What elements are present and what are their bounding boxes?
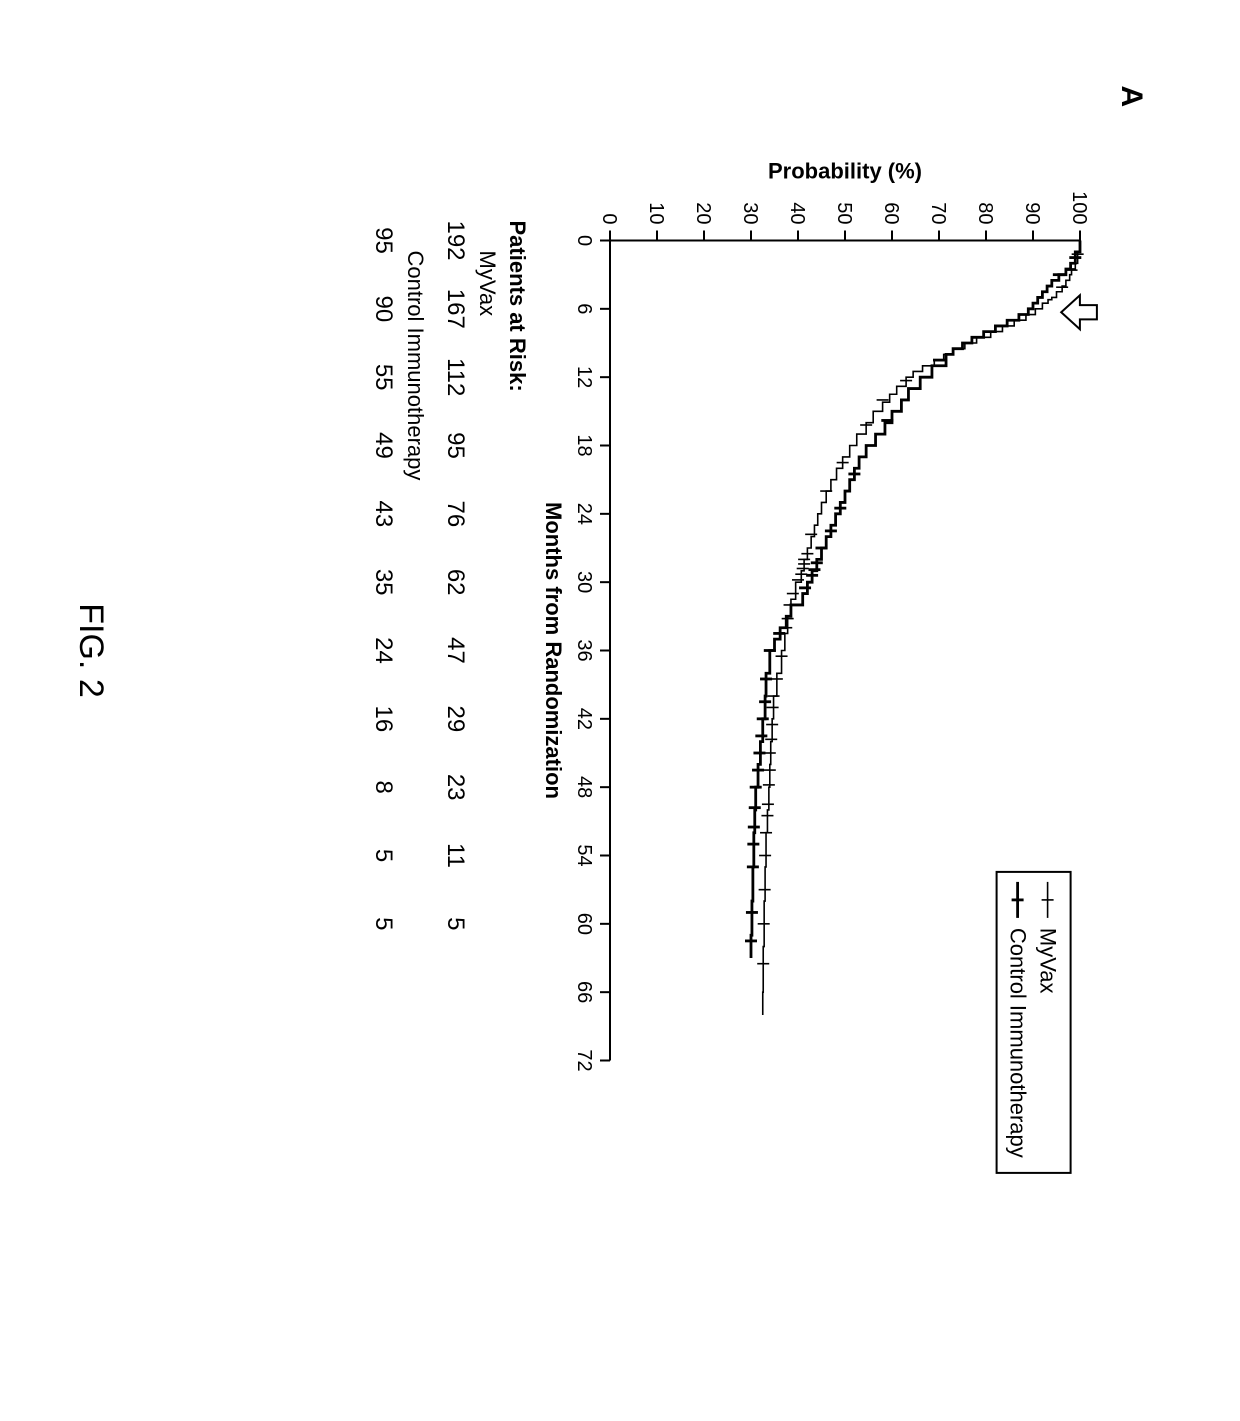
svg-text:40: 40 [786,202,808,224]
legend-label: MyVax [1036,928,1061,994]
svg-text:60: 60 [573,913,595,935]
svg-text:36: 36 [573,639,595,661]
risk-value: 55 [370,364,397,391]
legend-label: Control Immunotherapy [1006,928,1031,1158]
svg-text:6: 6 [573,303,595,314]
svg-text:Months from Randomization: Months from Randomization [541,502,566,799]
svg-text:54: 54 [573,844,595,866]
svg-text:90: 90 [1021,202,1043,224]
svg-text:100: 100 [1068,191,1090,224]
risk-value: 192 [442,220,469,260]
risk-value: 24 [370,637,397,664]
risk-value: 5 [370,917,397,930]
risk-value: 76 [442,500,469,527]
svg-text:Probability (%): Probability (%) [768,159,922,184]
risk-value: 49 [370,432,397,459]
svg-text:42: 42 [573,708,595,730]
svg-text:A: A [1115,86,1148,108]
legend: MyVaxControl Immunotherapy [997,872,1071,1173]
risk-row-label: MyVax [475,251,500,317]
risk-value: 35 [370,569,397,596]
risk-value: 112 [442,358,469,396]
svg-text:18: 18 [573,434,595,456]
svg-text:60: 60 [880,202,902,224]
svg-text:66: 66 [573,981,595,1003]
risk-value: 5 [370,849,397,862]
svg-text:30: 30 [573,571,595,593]
svg-text:48: 48 [573,776,595,798]
svg-text:30: 30 [739,202,761,224]
figure-svg: A 0 10 20 30 40 50 60 70 80 90 100 Probability (%) 0 6… [0,0,1240,1421]
risk-row-label: Control Immunotherapy [403,251,428,481]
svg-text:70: 70 [927,202,949,224]
risk-table-title: Patients at Risk: [505,221,530,392]
page: A 0 10 20 30 40 50 60 70 80 90 100 Probability (%) 0 6… [0,0,1240,1421]
svg-text:0: 0 [598,213,620,224]
svg-text:20: 20 [692,202,714,224]
risk-value: 47 [442,637,469,664]
risk-value: 62 [442,569,469,596]
risk-value: 95 [370,227,397,254]
risk-value: 8 [370,780,397,793]
series-control [751,241,1080,959]
svg-text:50: 50 [833,202,855,224]
risk-value: 90 [370,295,397,322]
risk-value: 43 [370,500,397,527]
risk-value: 95 [442,432,469,459]
risk-value: 16 [370,705,397,732]
risk-value: 29 [442,705,469,732]
figure-caption: FIG. 2 [72,603,110,697]
risk-value: 11 [442,843,469,868]
svg-text:10: 10 [645,202,667,224]
arrow-marker [1061,295,1097,329]
svg-text:72: 72 [573,1049,595,1071]
risk-value: 23 [442,774,469,801]
svg-text:24: 24 [573,503,595,525]
svg-text:12: 12 [573,366,595,388]
risk-value: 5 [442,917,469,930]
svg-text:0: 0 [573,235,595,246]
svg-text:80: 80 [974,202,996,224]
risk-value: 167 [442,289,469,329]
